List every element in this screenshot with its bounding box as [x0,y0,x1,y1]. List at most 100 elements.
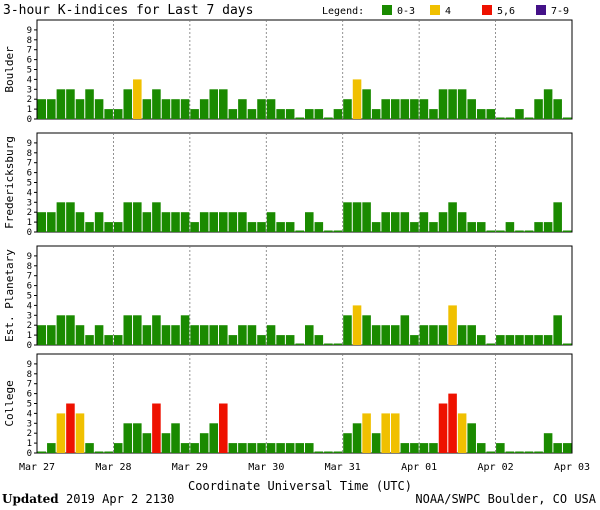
bar [333,343,343,345]
bar [438,403,448,453]
bar [371,325,381,345]
bar [180,315,190,345]
bar [180,212,190,232]
bar [47,212,56,232]
bar [343,433,352,453]
bar [457,413,467,453]
bar [553,99,562,119]
bar [75,212,85,232]
bar [496,335,505,345]
bar [562,343,572,345]
bar [209,212,219,232]
bar [429,443,438,453]
bar [161,325,171,345]
bar [448,305,457,345]
bar [515,109,524,119]
bar [66,89,75,119]
bar [133,202,142,232]
y-tick-label: 2 [27,429,32,439]
updated-label: Updated [2,492,59,506]
y-tick-label: 1 [27,439,32,449]
bar [371,433,381,453]
y-tick-label: 5 [27,292,32,302]
bar [123,315,133,345]
bar [37,325,47,345]
bar [85,222,94,232]
x-tick-label: Mar 27 [19,462,55,473]
bar [199,99,209,119]
bar [524,117,534,119]
bar [295,230,304,232]
bar [457,325,467,345]
bar [429,109,438,119]
bar [400,443,410,453]
bar [381,413,390,453]
y-tick-label: 4 [27,409,32,419]
bar [75,325,85,345]
bar [333,230,343,232]
bar [142,325,152,345]
bar [190,109,199,119]
bar [266,99,276,119]
bar [419,443,429,453]
legend-swatch-5-6 [482,5,492,15]
bar [104,109,113,119]
bar [37,99,47,119]
bar [476,443,486,453]
bar [75,99,85,119]
bar [400,99,410,119]
bar [295,117,304,119]
y-tick-label: 9 [27,252,32,262]
bar [37,451,47,453]
y-tick-label: 2 [27,95,32,105]
bar [553,202,562,232]
legend-label-5-6: 5,6 [497,6,515,17]
y-tick-label: 5 [27,66,32,76]
bar [113,222,123,232]
bar [190,222,199,232]
bar [534,99,543,119]
bar [247,109,257,119]
bar [467,325,476,345]
bar [113,443,123,453]
bar [419,325,429,345]
bar [47,443,56,453]
bar [534,222,543,232]
bar [305,443,314,453]
bar [324,230,333,232]
bar [467,99,476,119]
bar [476,222,486,232]
bar [37,212,47,232]
bar [66,403,75,453]
bar [123,89,133,119]
bar [305,325,314,345]
bar [505,117,515,119]
bar [276,222,285,232]
y-tick-label: 7 [27,272,32,282]
bar [295,443,304,453]
y-tick-label: 0 [27,228,32,238]
bar [152,315,161,345]
bar [219,325,228,345]
bar [104,335,113,345]
panel-frame [36,353,573,454]
bar [419,212,429,232]
bar [505,222,515,232]
bar [524,230,534,232]
bar [66,315,75,345]
bar [247,222,257,232]
source-credit: NOAA/SWPC Boulder, CO USA [415,492,596,506]
bar [457,89,467,119]
bar [524,335,534,345]
bar [543,222,553,232]
bar [496,117,505,119]
bar [133,315,142,345]
bar [47,99,56,119]
y-tick-label: 2 [27,208,32,218]
bar [94,451,104,453]
bar [47,325,56,345]
bar [85,89,94,119]
bar [448,202,457,232]
y-tick-label: 8 [27,149,32,159]
bar [343,202,352,232]
